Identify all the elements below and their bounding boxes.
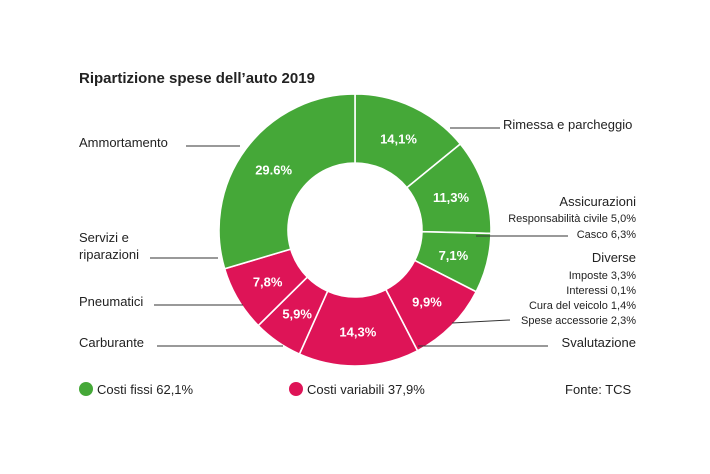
slice-value-assicurazioni: 11,3% — [433, 190, 470, 205]
label-diverse: Diverse — [592, 250, 636, 265]
detail-casco: Casco 6,3% — [577, 229, 637, 241]
slice-value-ammortamento: 29.6% — [255, 162, 292, 177]
slice-value-rimessa-e-parcheggio: 14,1% — [380, 131, 417, 146]
legend-swatch-fixed — [79, 382, 93, 396]
detail-interessi: Interessi 0,1% — [566, 285, 636, 297]
slice-value-svalutazione: 9,9% — [412, 295, 442, 310]
legend-label-fixed: Costi fissi 62,1% — [97, 382, 194, 397]
label-carburante: Carburante — [79, 335, 144, 350]
legend-label-variable: Costi variabili 37,9% — [307, 382, 425, 397]
source-note: Fonte: TCS — [565, 382, 632, 397]
chart-title: Ripartizione spese dell’auto 2019 — [79, 70, 315, 87]
detail-responsabilita-civile: Responsabilità civile 5,0% — [508, 213, 636, 225]
slice-value-servizi-e-riparazioni: 7,8% — [253, 275, 283, 290]
slice-value-diverse: 7,1% — [439, 248, 469, 263]
legend-swatch-variable — [289, 382, 303, 396]
label-svalutazione: Svalutazione — [562, 335, 636, 350]
label-servizi-e-riparazioni-line2: riparazioni — [79, 247, 139, 262]
label-servizi-e-riparazioni-line1: Servizi e — [79, 230, 129, 245]
slice-value-carburante: 14,3% — [339, 324, 376, 339]
detail-cura-del-veicolo: Cura del veicolo 1,4% — [529, 300, 636, 312]
label-rimessa-e-parcheggio: Rimessa e parcheggio — [503, 117, 632, 132]
leader-diverse — [451, 319, 511, 324]
label-assicurazioni: Assicurazioni — [559, 194, 636, 209]
slice-value-pneumatici: 5,9% — [282, 306, 312, 321]
label-pneumatici: Pneumatici — [79, 294, 143, 309]
label-ammortamento: Ammortamento — [79, 135, 168, 150]
detail-imposte: Imposte 3,3% — [569, 270, 636, 282]
slice-ammortamento — [218, 93, 356, 270]
detail-spese-accessorie: Spese accessorie 2,3% — [521, 315, 636, 327]
